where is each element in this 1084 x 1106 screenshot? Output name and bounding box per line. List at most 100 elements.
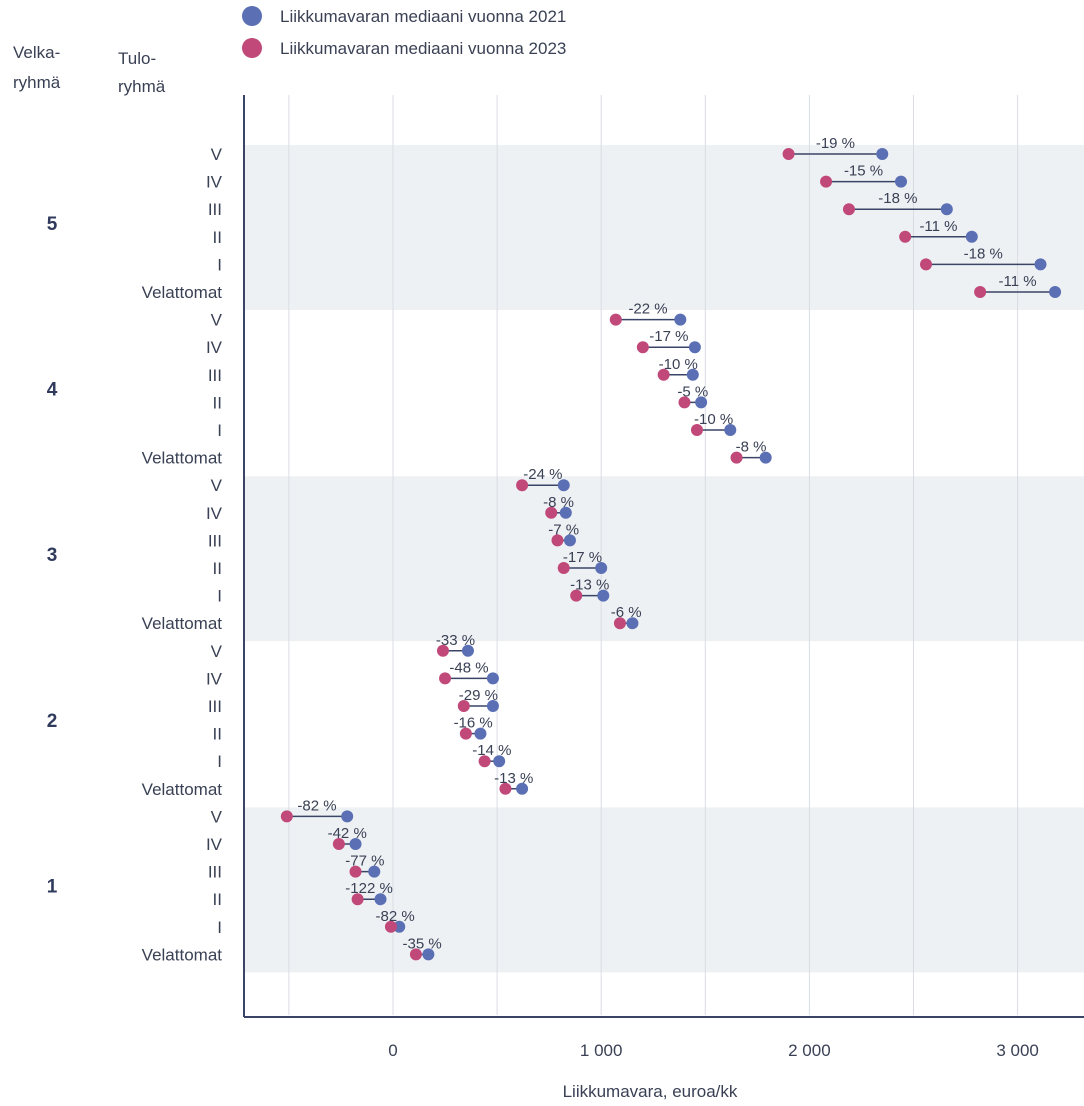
point-2023 — [280, 810, 293, 823]
income-group-label: II — [213, 393, 222, 412]
point-2021 — [940, 203, 953, 216]
income-group-label: III — [208, 366, 222, 385]
point-2021 — [486, 700, 499, 712]
x-tick-label: 3 000 — [996, 1041, 1039, 1060]
group-bands — [244, 145, 1084, 973]
point-2023 — [678, 396, 691, 409]
change-label: -42 % — [328, 825, 367, 842]
point-2021 — [422, 948, 435, 961]
point-2023 — [409, 948, 422, 961]
point-2021 — [1049, 286, 1062, 298]
income-group-label: III — [208, 200, 222, 219]
change-label: -22 % — [628, 301, 667, 318]
change-label: -5 % — [677, 383, 708, 400]
chart-marks: -19 %-15 %-18 %-11 %-18 %-11 %-22 %-17 %… — [280, 135, 1062, 961]
point-2023 — [820, 175, 833, 188]
point-2023 — [436, 644, 449, 657]
row-labels: Velka-ryhmäTulo-ryhmä5VIVIIIIIIVelattoma… — [13, 43, 223, 964]
point-2023 — [349, 865, 362, 878]
income-group-label: IV — [206, 669, 223, 688]
point-2023 — [384, 920, 397, 933]
point-2021 — [461, 644, 474, 657]
point-2023 — [551, 534, 564, 547]
point-2021 — [563, 534, 576, 547]
income-group-label: III — [208, 863, 222, 882]
change-label: -14 % — [472, 742, 511, 759]
point-2023 — [782, 148, 795, 160]
income-group-label: V — [211, 145, 223, 164]
point-2023 — [332, 838, 345, 850]
point-2023 — [609, 313, 622, 326]
change-label: -10 % — [659, 356, 698, 373]
point-2023 — [439, 672, 452, 685]
change-label: -82 % — [297, 797, 336, 814]
axes: 0 1 000 2 000 3 000 Liikkumavara, euroa/kk — [243, 95, 1084, 1101]
point-2021 — [895, 175, 908, 188]
change-label: -17 % — [563, 549, 602, 566]
point-2023 — [899, 230, 912, 243]
change-label: -11 % — [919, 218, 957, 235]
point-2023 — [457, 700, 470, 712]
income-group-label: V — [211, 476, 223, 495]
income-group-label: Velattomat — [142, 283, 223, 302]
legend-marker — [242, 38, 262, 58]
point-2023 — [499, 782, 512, 795]
point-2021 — [341, 810, 354, 823]
point-2023 — [919, 258, 932, 271]
debt-group-label: 3 — [47, 545, 58, 566]
change-label: -122 % — [345, 880, 393, 897]
point-2023 — [516, 479, 529, 492]
debt-group-label: 2 — [47, 711, 58, 732]
group-header: ryhmä — [13, 73, 61, 92]
income-group-label: Velattomat — [142, 945, 223, 964]
debt-group-label: 4 — [47, 380, 58, 401]
x-tick-label: 0 — [388, 1041, 397, 1060]
income-group-label: I — [217, 255, 222, 274]
change-label: -77 % — [345, 853, 384, 870]
point-2023 — [478, 755, 491, 768]
group-band — [244, 807, 1084, 973]
change-label: -6 % — [611, 604, 642, 621]
point-2021 — [876, 148, 889, 160]
point-2021 — [688, 341, 701, 354]
point-2023 — [974, 286, 987, 298]
point-2021 — [759, 451, 772, 464]
point-2023 — [636, 341, 649, 354]
income-group-label: III — [208, 531, 222, 550]
point-2023 — [459, 727, 472, 740]
change-label: -8 % — [736, 439, 767, 456]
x-axis-title: Liikkumavara, euroa/kk — [563, 1082, 738, 1101]
debt-group-label: 1 — [47, 876, 58, 897]
point-2023 — [657, 368, 670, 381]
point-2021 — [965, 230, 978, 243]
point-2021 — [1034, 258, 1047, 271]
x-tick-label: 1 000 — [580, 1041, 623, 1060]
group-band — [244, 145, 1084, 310]
change-label: -29 % — [459, 687, 498, 704]
point-2021 — [597, 589, 610, 602]
group-band — [244, 476, 1084, 642]
gridlines — [288, 95, 1019, 1015]
income-group-label: Velattomat — [142, 449, 223, 468]
point-2021 — [595, 562, 608, 574]
change-label: -10 % — [694, 411, 733, 428]
income-group-label: I — [217, 752, 222, 771]
point-2021 — [724, 424, 737, 436]
income-group-label: IV — [206, 504, 223, 523]
change-label: -7 % — [548, 521, 579, 538]
group-header: Velka- — [13, 43, 60, 62]
change-label: -11 % — [999, 273, 1037, 290]
point-2023 — [730, 451, 743, 464]
income-group-label: I — [217, 918, 222, 937]
point-2021 — [368, 865, 381, 878]
change-label: -48 % — [449, 659, 488, 676]
legend-marker — [242, 6, 262, 26]
change-label: -82 % — [375, 908, 414, 925]
income-group-label: I — [217, 421, 222, 440]
change-label: -33 % — [436, 632, 475, 649]
debt-group-label: 5 — [47, 214, 58, 235]
income-group-label: IV — [206, 835, 223, 854]
point-2021 — [686, 368, 699, 381]
change-label: -13 % — [494, 770, 533, 787]
